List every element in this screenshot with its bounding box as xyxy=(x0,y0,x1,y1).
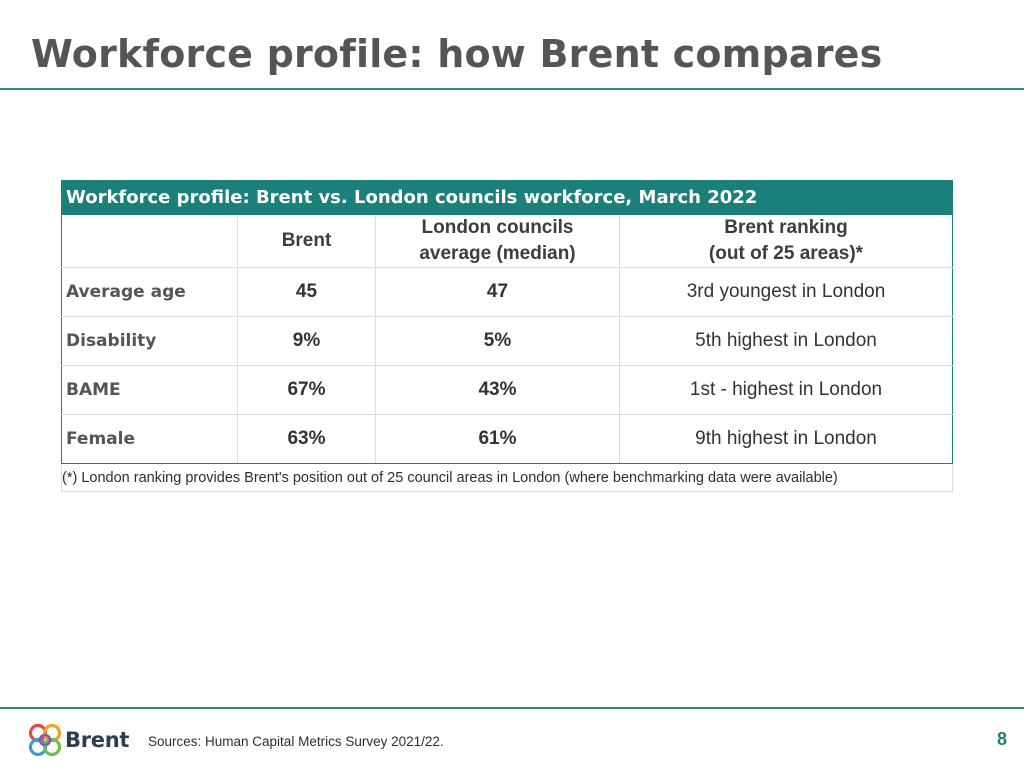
brent-value: 9% xyxy=(237,316,376,366)
brent-logo-icon xyxy=(28,723,62,757)
title-divider xyxy=(0,88,1024,90)
table-caption-row: Workforce profile: Brent vs. London coun… xyxy=(60,180,954,215)
row-label: Disability xyxy=(61,316,238,366)
footer-divider xyxy=(0,707,1024,709)
ranking-value: 1st - highest in London xyxy=(618,365,954,415)
sources-note: Sources: Human Capital Metrics Survey 20… xyxy=(148,734,444,749)
row-label: Female xyxy=(61,414,238,464)
logo-text: Brent xyxy=(65,728,130,752)
table-row: Disability 9% 5% 5th highest in London xyxy=(61,316,954,366)
workforce-profile-table: Workforce profile: Brent vs. London coun… xyxy=(60,180,954,492)
row-label: BAME xyxy=(61,365,238,415)
header-ranking-line2: (out of 25 areas)* xyxy=(708,243,864,264)
brent-value: 67% xyxy=(237,365,376,415)
page-title: Workforce profile: how Brent compares xyxy=(31,32,883,76)
brent-value: 45 xyxy=(237,267,376,317)
london-value: 43% xyxy=(375,365,620,415)
header-london-line2: average (median) xyxy=(419,243,576,264)
header-london-line1: London councils xyxy=(421,217,574,238)
table-footnote-row: (*) London ranking provides Brent's posi… xyxy=(60,463,954,492)
header-brent: Brent xyxy=(237,214,376,268)
ranking-value: 3rd youngest in London xyxy=(618,267,954,317)
table-row: BAME 67% 43% 1st - highest in London xyxy=(61,365,954,415)
table-header-row: Brent London councils average (median) B… xyxy=(61,214,954,268)
london-value: 47 xyxy=(375,267,620,317)
table-footnote: (*) London ranking provides Brent's posi… xyxy=(60,463,954,492)
page-number: 8 xyxy=(996,729,1007,749)
london-value: 61% xyxy=(375,414,620,464)
header-brent-ranking: Brent ranking (out of 25 areas)* xyxy=(618,214,954,268)
header-blank xyxy=(61,214,238,268)
ranking-value: 5th highest in London xyxy=(618,316,954,366)
row-label: Average age xyxy=(61,267,238,317)
table-row: Average age 45 47 3rd youngest in London xyxy=(61,267,954,317)
brent-logo: Brent xyxy=(28,722,129,758)
header-ranking-line1: Brent ranking xyxy=(724,217,848,238)
brent-value: 63% xyxy=(237,414,376,464)
ranking-value: 9th highest in London xyxy=(618,414,954,464)
header-london-average: London councils average (median) xyxy=(375,214,620,268)
table-row: Female 63% 61% 9th highest in London xyxy=(61,414,954,464)
london-value: 5% xyxy=(375,316,620,366)
table-caption: Workforce profile: Brent vs. London coun… xyxy=(60,180,954,215)
